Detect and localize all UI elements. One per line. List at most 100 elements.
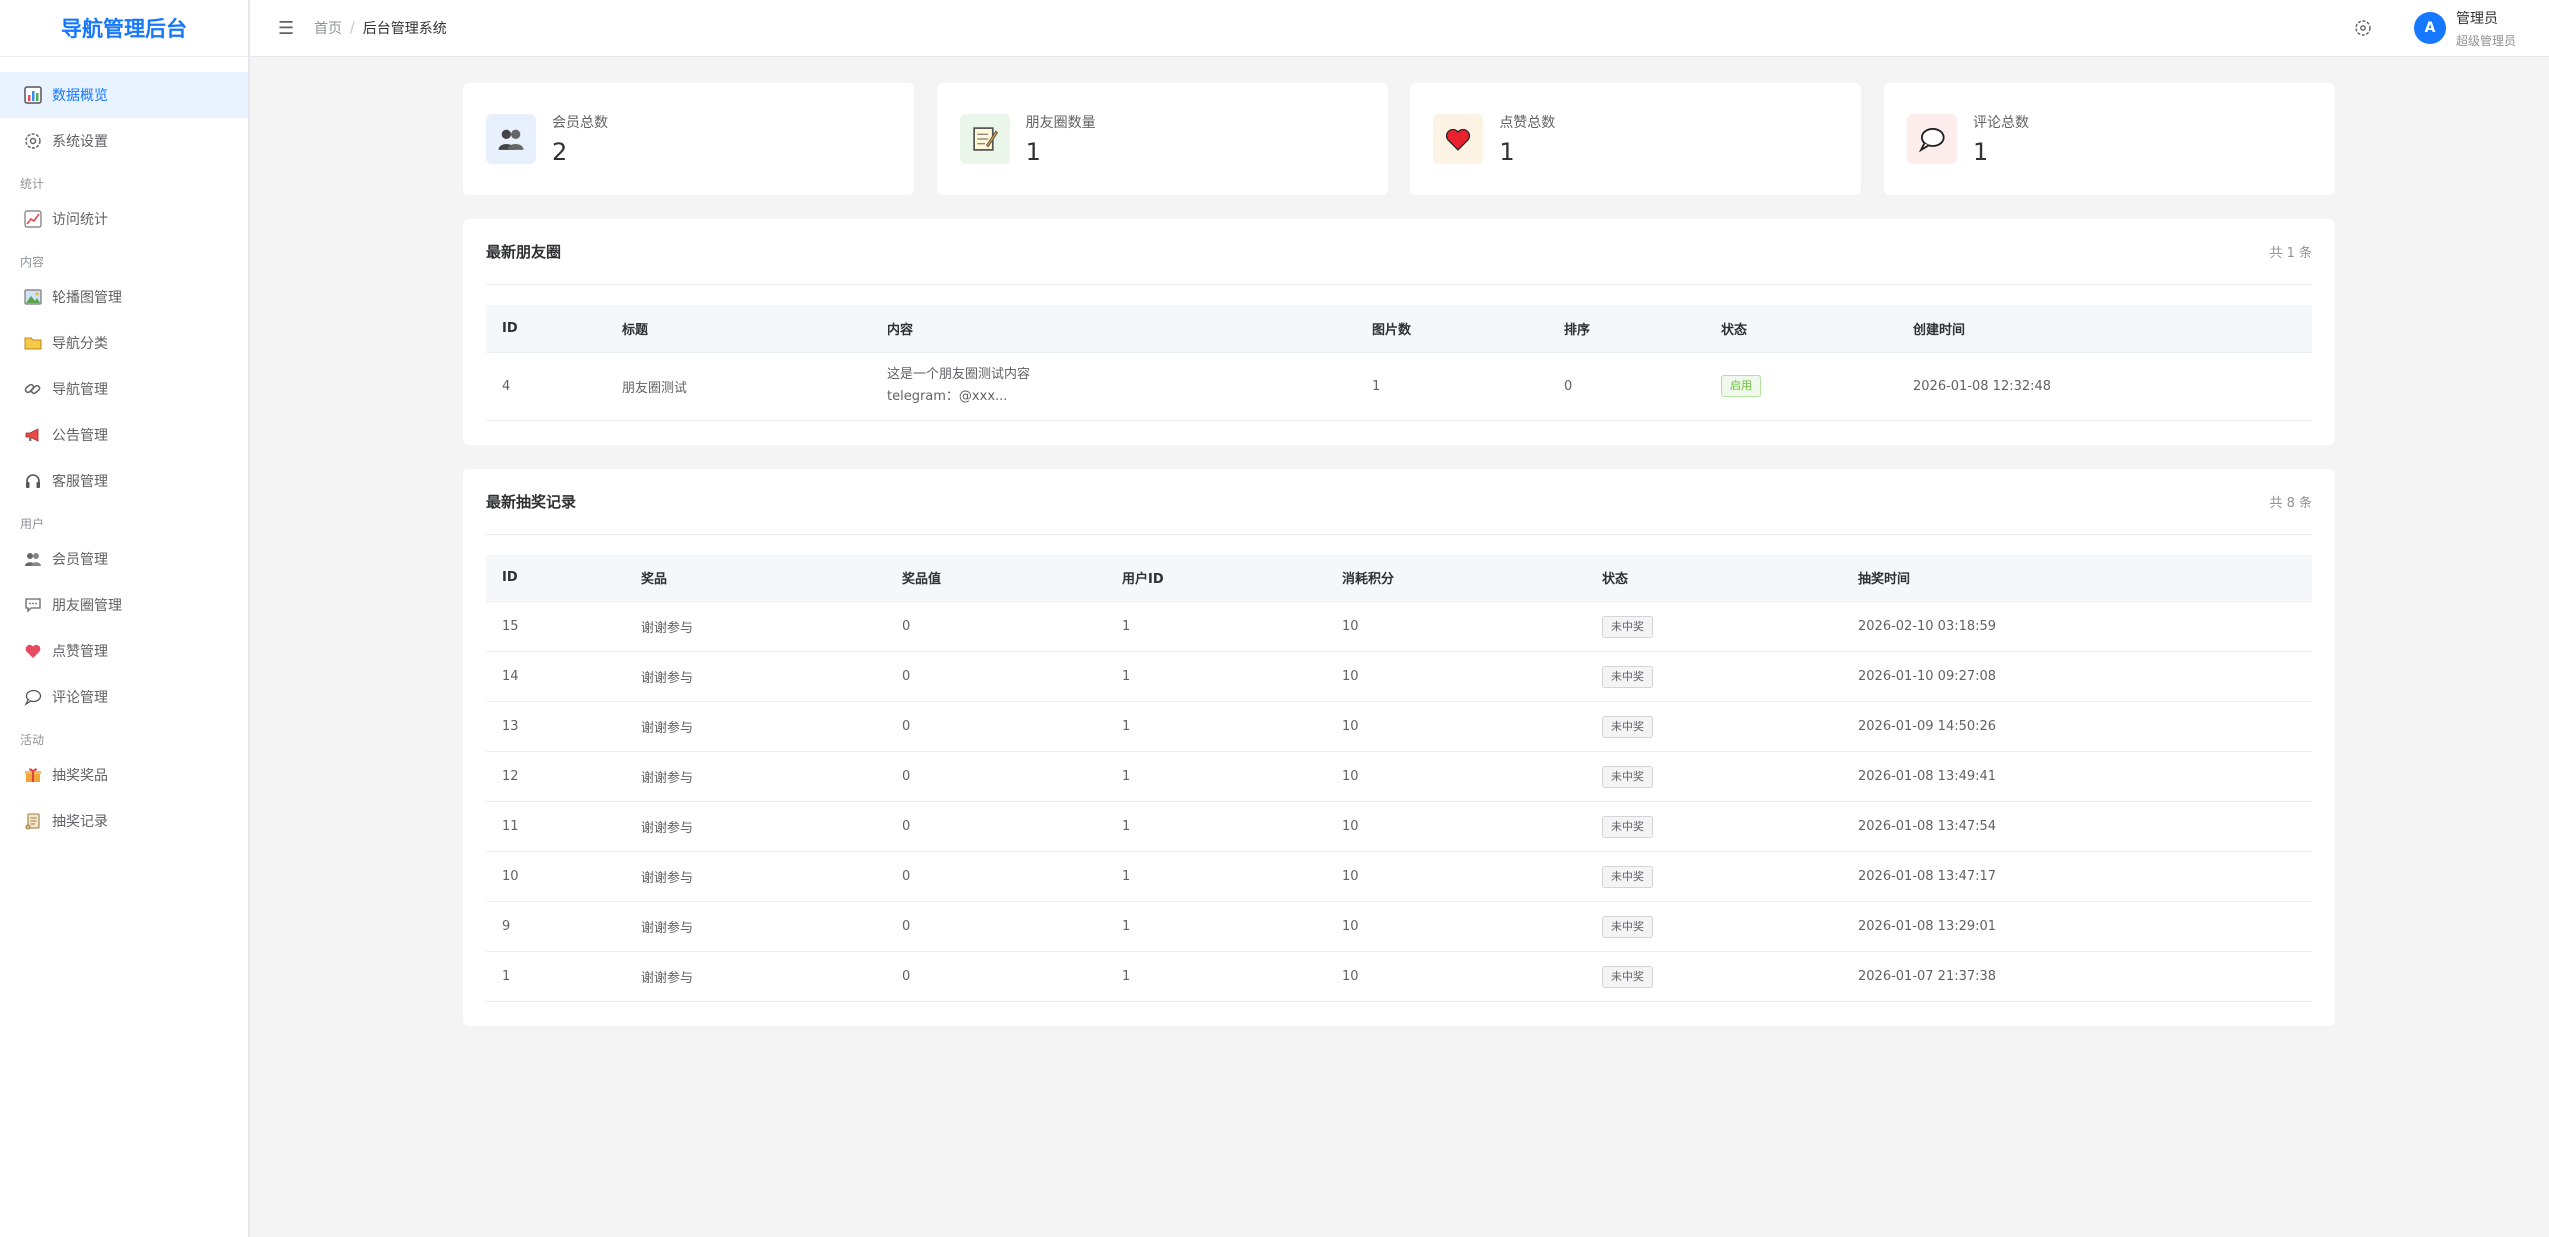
sidebar-item-label: 导航管理: [52, 382, 108, 398]
cell-prize: 谢谢参与: [625, 701, 886, 752]
cell-status: 未中奖: [1586, 901, 1842, 952]
sidebar-item-nav-category[interactable]: 导航分类: [0, 320, 248, 366]
status-badge: 未中奖: [1602, 715, 1653, 738]
sidebar-item-moments[interactable]: 朋友圈管理: [0, 582, 248, 628]
cell-created: 2026-01-08 12:32:48: [1897, 352, 2312, 421]
cell-points: 10: [1326, 951, 1586, 1002]
cell-id: 4: [486, 352, 606, 421]
cell-time: 2026-01-08 13:29:01: [1842, 901, 2312, 952]
sidebar-item-visit-stats[interactable]: 访问统计: [0, 196, 248, 242]
avatar[interactable]: A: [2413, 12, 2446, 44]
settings-gear-icon[interactable]: [2352, 17, 2374, 39]
cell-points: 10: [1326, 901, 1586, 952]
cell-id: 9: [486, 901, 625, 952]
sidebar-item-label: 朋友圈管理: [52, 598, 122, 614]
header-right: A 管理员 超级管理员: [2352, 8, 2516, 49]
stats-row: 会员总数 2 朋友圈数量 1 点赞总数 1: [463, 83, 2335, 195]
cell-points: 10: [1326, 651, 1586, 702]
cell-user-id: 1: [1106, 601, 1326, 652]
table-row[interactable]: 9 谢谢参与 0 1 10 未中奖 2026-01-08 13:29:01: [486, 901, 2312, 952]
sidebar: 导航管理后台 数据概览 系统设置 统计 访问统计 内容 轮播图管理: [0, 0, 250, 1237]
cell-status: 未中奖: [1586, 851, 1842, 902]
table-row[interactable]: 13 谢谢参与 0 1 10 未中奖 2026-01-09 14:50:26: [486, 701, 2312, 752]
table-row[interactable]: 12 谢谢参与 0 1 10 未中奖 2026-01-08 13:49:41: [486, 751, 2312, 802]
user-role: 超级管理员: [2455, 33, 2516, 48]
memo-icon: [959, 114, 1010, 164]
menu-toggle-icon[interactable]: ☰: [278, 17, 295, 39]
sidebar-item-label: 点赞管理: [52, 644, 108, 660]
status-badge: 未中奖: [1602, 965, 1653, 988]
table-row[interactable]: 1 谢谢参与 0 1 10 未中奖 2026-01-07 21:37:38: [486, 951, 2312, 1002]
stat-card-members: 会员总数 2: [463, 83, 914, 195]
cell-prize-value: 0: [886, 601, 1106, 652]
cell-prize: 谢谢参与: [625, 801, 886, 852]
headset-icon: [22, 470, 44, 492]
cell-user-id: 1: [1106, 801, 1326, 852]
sidebar-item-likes[interactable]: 点赞管理: [0, 628, 248, 674]
table-header-row: ID 标题 内容 图片数 排序 状态 创建时间: [486, 305, 2312, 353]
cell-status: 未中奖: [1586, 801, 1842, 852]
table-row[interactable]: 4 朋友圈测试 这是一个朋友圈测试内容 telegram：@xxx... 1 0…: [486, 352, 2312, 421]
cell-prize-value: 0: [886, 851, 1106, 902]
cell-prize: 谢谢参与: [625, 901, 886, 952]
cell-prize-value: 0: [886, 701, 1106, 752]
column-header: 图片数: [1356, 305, 1548, 353]
card-count: 共 1 条: [2269, 246, 2312, 261]
status-badge: 未中奖: [1602, 765, 1653, 788]
user-name: 管理员: [2455, 10, 2498, 27]
cell-time: 2026-01-07 21:37:38: [1842, 951, 2312, 1002]
status-badge: 未中奖: [1602, 615, 1653, 638]
table-row[interactable]: 10 谢谢参与 0 1 10 未中奖 2026-01-08 13:47:17: [486, 851, 2312, 902]
cell-status: 未中奖: [1586, 751, 1842, 802]
table-row[interactable]: 11 谢谢参与 0 1 10 未中奖 2026-01-08 13:47:54: [486, 801, 2312, 852]
cell-user-id: 1: [1106, 651, 1326, 702]
cell-title: 朋友圈测试: [606, 352, 871, 421]
table-row[interactable]: 14 谢谢参与 0 1 10 未中奖 2026-01-10 09:27:08: [486, 651, 2312, 702]
column-header: 状态: [1705, 305, 1897, 353]
cell-points: 10: [1326, 801, 1586, 852]
card-title: 最新朋友圈: [486, 243, 562, 261]
picture-icon: [22, 286, 44, 308]
sidebar-item-customer-service[interactable]: 客服管理: [0, 458, 248, 504]
sidebar-item-comments[interactable]: 评论管理: [0, 674, 248, 720]
sidebar-item-members[interactable]: 会员管理: [0, 536, 248, 582]
sidebar-item-label: 数据概览: [52, 88, 108, 104]
content-line: 这是一个朋友圈测试内容: [887, 367, 1031, 382]
column-header: 消耗积分: [1326, 554, 1586, 602]
card-count: 共 8 条: [2269, 495, 2312, 511]
breadcrumb-home[interactable]: 首页: [314, 21, 342, 37]
link-icon: [22, 378, 44, 400]
cell-time: 2026-01-08 13:49:41: [1842, 751, 2312, 802]
sidebar-item-announcement[interactable]: 公告管理: [0, 412, 248, 458]
sidebar-item-nav-manage[interactable]: 导航管理: [0, 366, 248, 412]
cell-points: 10: [1326, 701, 1586, 752]
sidebar-item-settings[interactable]: 系统设置: [0, 118, 248, 164]
cell-user-id: 1: [1106, 951, 1326, 1002]
cell-id: 15: [486, 601, 625, 652]
cell-id: 1: [486, 951, 625, 1002]
cell-time: 2026-01-08 13:47:17: [1842, 851, 2312, 902]
comment-icon: [1906, 114, 1957, 164]
stat-label: 点赞总数: [1499, 115, 1556, 131]
sidebar-item-banner[interactable]: 轮播图管理: [0, 274, 248, 320]
cell-id: 10: [486, 851, 625, 902]
stat-card-comments: 评论总数 1: [1883, 83, 2335, 195]
table-row[interactable]: 15 谢谢参与 0 1 10 未中奖 2026-02-10 03:18:59: [486, 601, 2312, 652]
cell-status: 未中奖: [1586, 701, 1842, 752]
sidebar-item-label: 访问统计: [52, 212, 108, 228]
moments-table: ID 标题 内容 图片数 排序 状态 创建时间 4 朋友圈测试 这是一个朋友圈测…: [486, 305, 2312, 421]
cell-user-id: 1: [1106, 751, 1326, 802]
cell-status: 未中奖: [1586, 951, 1842, 1002]
stat-label: 朋友圈数量: [1025, 115, 1096, 131]
sidebar-item-label: 公告管理: [52, 428, 108, 444]
gear-icon: [22, 130, 44, 152]
user-info[interactable]: 管理员 超级管理员: [2456, 8, 2516, 49]
sidebar-item-lottery-records[interactable]: 抽奖记录: [0, 798, 248, 844]
status-badge: 未中奖: [1602, 865, 1653, 888]
cell-status: 启用: [1705, 352, 1897, 421]
sidebar-item-overview[interactable]: 数据概览: [0, 72, 248, 118]
status-badge: 未中奖: [1602, 815, 1653, 838]
trend-icon: [22, 208, 44, 230]
sidebar-item-prizes[interactable]: 抽奖奖品: [0, 752, 248, 798]
stat-value: 1: [1025, 138, 1041, 166]
